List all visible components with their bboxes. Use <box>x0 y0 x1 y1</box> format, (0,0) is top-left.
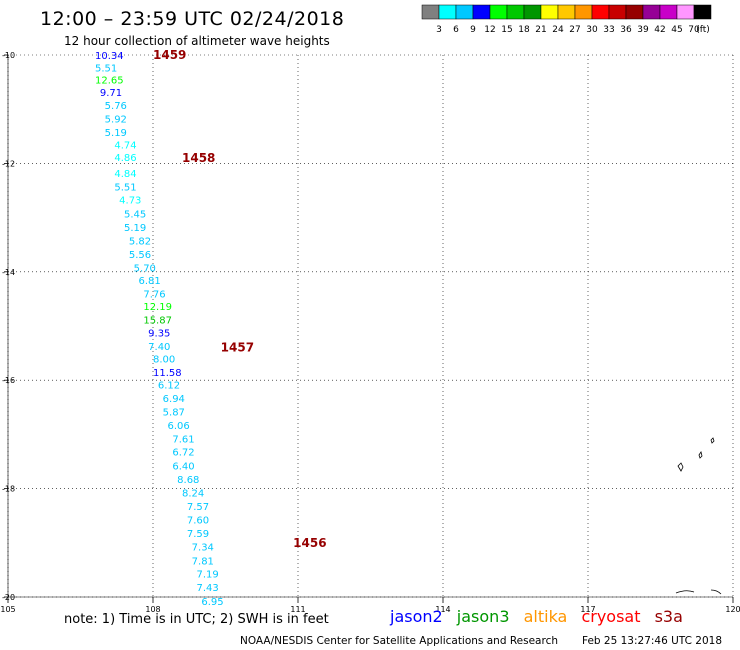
swh-value: 5.19 <box>105 128 127 139</box>
longitude-tick-label: 111 <box>290 605 305 614</box>
swh-value: 11.58 <box>153 368 182 379</box>
swh-value: 7.34 <box>192 543 214 554</box>
swh-value: 4.73 <box>119 196 141 207</box>
swh-value: 5.76 <box>105 101 127 112</box>
track-time-label: 1458 <box>182 151 215 165</box>
generated-timestamp: Feb 25 13:27:46 UTC 2018 <box>582 635 722 647</box>
swh-value: 7.81 <box>192 557 214 568</box>
island-marker <box>677 462 684 472</box>
island-marker <box>698 451 703 459</box>
legend-jason2: jason2 <box>390 607 443 626</box>
legend-cryosat: cryosat <box>581 607 641 626</box>
swh-value: 7.61 <box>172 435 194 446</box>
swh-value: 6.94 <box>163 394 185 405</box>
swh-value: 7.57 <box>187 502 209 513</box>
swh-value: 6.95 <box>201 597 223 608</box>
track-time-label: 1459 <box>153 48 186 62</box>
swh-value: 5.45 <box>124 209 146 220</box>
swh-value: 15.87 <box>143 315 172 326</box>
legend-jason3: jason3 <box>456 607 510 626</box>
latitude-tick-label: -16 <box>2 376 15 385</box>
swh-value: 7.60 <box>187 515 209 526</box>
latitude-tick-label: -10 <box>2 51 15 60</box>
map-subtitle: 12 hour collection of altimeter wave hei… <box>64 34 330 48</box>
swh-value: 5.70 <box>134 263 156 274</box>
swh-value: 5.51 <box>95 63 117 74</box>
map-title: 12:00 – 23:59 UTC 02/24/2018 <box>40 8 345 30</box>
swh-value: 7.59 <box>187 529 209 540</box>
satellite-legend: jason2 jason3 altika cryosat s3a <box>390 607 692 626</box>
swh-value: 6.06 <box>168 421 190 432</box>
footnote: note: 1) Time is in UTC; 2) SWH is in fe… <box>64 612 329 627</box>
coastline-marker <box>675 589 722 595</box>
swh-value: 7.43 <box>197 583 219 594</box>
latitude-tick-label: -12 <box>2 159 15 168</box>
swh-value: 5.19 <box>124 223 146 234</box>
swh-value: 6.40 <box>172 461 194 472</box>
swh-value: 7.19 <box>197 570 219 581</box>
swh-value: 5.87 <box>163 408 185 419</box>
longitude-tick-label: 117 <box>580 605 595 614</box>
swh-value: 4.86 <box>114 153 136 164</box>
swh-value: 7.40 <box>148 342 170 353</box>
longitude-tick-label: 120 <box>725 605 740 614</box>
swh-value: 4.74 <box>114 140 136 151</box>
swh-value: 12.19 <box>143 302 172 313</box>
swh-value: 6.81 <box>139 276 161 287</box>
track-time-label: 1456 <box>293 536 326 550</box>
swh-value: 8.68 <box>177 475 199 486</box>
swh-value: 12.65 <box>95 75 124 86</box>
swh-value: 10.34 <box>95 51 124 62</box>
swh-value: 8.00 <box>153 355 175 366</box>
latitude-tick-label: -20 <box>2 593 15 602</box>
credit-line: NOAA/NESDIS Center for Satellite Applica… <box>240 635 558 647</box>
legend-s3a: s3a <box>654 607 683 626</box>
swh-value: 9.35 <box>148 329 170 340</box>
swh-value: 6.72 <box>172 448 194 459</box>
swh-value: 7.76 <box>143 289 165 300</box>
swh-value: 9.71 <box>100 88 122 99</box>
latitude-tick-label: -14 <box>2 268 15 277</box>
swh-value: 5.92 <box>105 114 127 125</box>
swh-value: 4.84 <box>114 169 136 180</box>
island-marker <box>710 437 715 444</box>
swh-value: 5.51 <box>114 183 136 194</box>
legend-altika: altika <box>523 607 568 626</box>
latitude-tick-label: -18 <box>2 485 15 494</box>
longitude-tick-label: 114 <box>435 605 450 614</box>
track-time-label: 1457 <box>221 341 254 355</box>
longitude-tick-label: 105 <box>0 605 15 614</box>
swh-value: 5.56 <box>129 250 151 261</box>
swh-value: 8.24 <box>182 488 204 499</box>
swh-value: 6.12 <box>158 381 180 392</box>
longitude-tick-label: 108 <box>145 605 160 614</box>
swh-value: 5.82 <box>129 236 151 247</box>
